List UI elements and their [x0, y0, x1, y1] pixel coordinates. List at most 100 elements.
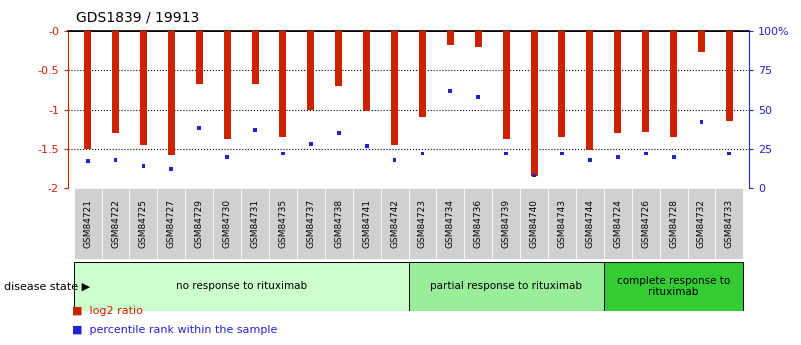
Text: GSM84732: GSM84732 [697, 199, 706, 248]
Text: GSM84734: GSM84734 [446, 199, 455, 248]
Bar [644, 151, 648, 156]
Bar [672, 155, 675, 159]
FancyBboxPatch shape [269, 188, 297, 259]
Bar [477, 95, 480, 99]
Text: GSM84744: GSM84744 [586, 199, 594, 248]
Bar [364, 144, 368, 148]
Text: GSM84739: GSM84739 [501, 199, 511, 248]
Bar [503, 31, 509, 139]
Text: GSM84737: GSM84737 [306, 199, 316, 248]
Bar [727, 151, 731, 156]
Bar [530, 31, 537, 176]
Text: GSM84723: GSM84723 [418, 199, 427, 248]
Bar [280, 31, 287, 137]
Bar [726, 31, 733, 121]
Bar [225, 155, 229, 159]
Text: GDS1839 / 19913: GDS1839 / 19913 [76, 10, 199, 24]
FancyBboxPatch shape [548, 188, 576, 259]
Text: GSM84730: GSM84730 [223, 199, 231, 248]
Bar [337, 131, 340, 135]
Bar [614, 31, 622, 133]
Text: ■  percentile rank within the sample: ■ percentile rank within the sample [72, 325, 277, 335]
Text: GSM84722: GSM84722 [111, 199, 120, 248]
Text: GSM84727: GSM84727 [167, 199, 176, 248]
Bar [308, 31, 314, 110]
FancyBboxPatch shape [715, 188, 743, 259]
FancyBboxPatch shape [380, 188, 409, 259]
Bar [586, 31, 594, 150]
FancyBboxPatch shape [102, 188, 130, 259]
Bar [86, 159, 90, 163]
Text: GSM84742: GSM84742 [390, 199, 399, 248]
Bar [140, 31, 147, 145]
Text: GSM84733: GSM84733 [725, 199, 734, 248]
Bar [336, 31, 342, 86]
FancyBboxPatch shape [74, 262, 409, 310]
Bar [532, 174, 536, 177]
Bar [670, 31, 677, 137]
Bar [253, 128, 257, 132]
FancyBboxPatch shape [687, 188, 715, 259]
Bar [391, 31, 398, 145]
FancyBboxPatch shape [185, 188, 213, 259]
Bar [616, 155, 620, 159]
Bar [142, 164, 145, 168]
Bar [392, 158, 396, 162]
Text: GSM84738: GSM84738 [334, 199, 344, 248]
Bar [505, 151, 508, 156]
Bar [195, 31, 203, 85]
Bar [560, 151, 564, 156]
Text: GSM84725: GSM84725 [139, 199, 148, 248]
FancyBboxPatch shape [437, 188, 465, 259]
Bar [363, 31, 370, 111]
Bar [84, 31, 91, 149]
Text: partial response to rituximab: partial response to rituximab [430, 282, 582, 291]
Bar [419, 31, 426, 117]
Bar [112, 31, 119, 133]
Bar [447, 31, 454, 45]
FancyBboxPatch shape [157, 188, 185, 259]
Bar [588, 158, 592, 162]
Text: ■  log2 ratio: ■ log2 ratio [72, 306, 143, 316]
FancyBboxPatch shape [604, 188, 632, 259]
FancyBboxPatch shape [409, 188, 437, 259]
Text: GSM84724: GSM84724 [614, 199, 622, 248]
Text: no response to rituximab: no response to rituximab [175, 282, 307, 291]
Bar [475, 31, 481, 47]
Bar [698, 31, 705, 52]
Bar [699, 120, 703, 124]
FancyBboxPatch shape [324, 188, 352, 259]
Text: complete response to
rituximab: complete response to rituximab [617, 276, 731, 297]
Bar [421, 151, 425, 156]
Bar [309, 142, 312, 146]
FancyBboxPatch shape [493, 188, 520, 259]
FancyBboxPatch shape [520, 188, 548, 259]
FancyBboxPatch shape [465, 188, 493, 259]
Bar [642, 31, 649, 131]
Bar [449, 89, 453, 93]
Bar [252, 31, 259, 85]
Text: GSM84721: GSM84721 [83, 199, 92, 248]
Bar [168, 31, 175, 155]
Text: GSM84741: GSM84741 [362, 199, 371, 248]
Text: GSM84729: GSM84729 [195, 199, 203, 248]
FancyBboxPatch shape [632, 188, 660, 259]
Bar [197, 126, 201, 130]
Text: GSM84736: GSM84736 [473, 199, 483, 248]
FancyBboxPatch shape [409, 262, 604, 310]
Bar [281, 151, 285, 156]
FancyBboxPatch shape [352, 188, 380, 259]
Text: disease state ▶: disease state ▶ [4, 282, 91, 291]
Text: GSM84743: GSM84743 [557, 199, 566, 248]
FancyBboxPatch shape [213, 188, 241, 259]
FancyBboxPatch shape [130, 188, 157, 259]
Text: GSM84740: GSM84740 [529, 199, 538, 248]
Text: GSM84726: GSM84726 [641, 199, 650, 248]
FancyBboxPatch shape [74, 188, 102, 259]
FancyBboxPatch shape [604, 262, 743, 310]
Bar [223, 31, 231, 139]
Text: GSM84728: GSM84728 [669, 199, 678, 248]
Bar [558, 31, 566, 137]
FancyBboxPatch shape [660, 188, 687, 259]
Text: GSM84731: GSM84731 [251, 199, 260, 248]
